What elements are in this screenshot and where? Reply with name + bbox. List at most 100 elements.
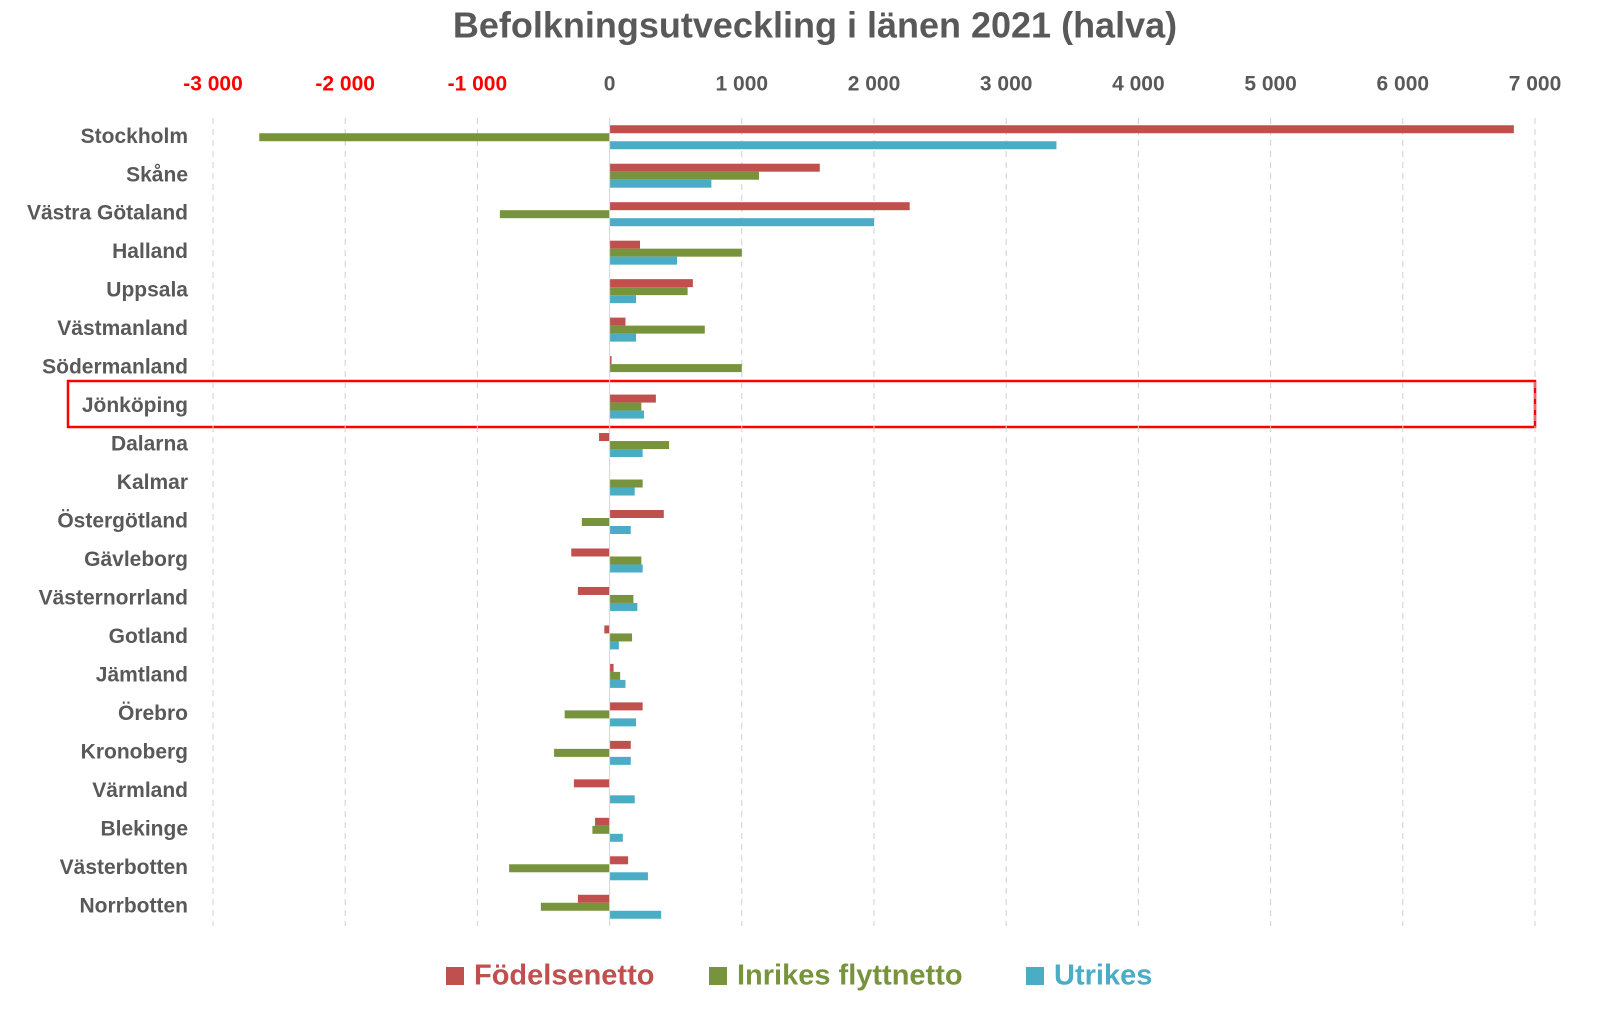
bar bbox=[609, 163, 820, 172]
bar bbox=[609, 218, 874, 227]
bar bbox=[571, 548, 610, 557]
bar bbox=[609, 910, 662, 919]
bar bbox=[609, 141, 1057, 150]
bar bbox=[609, 663, 614, 672]
bar bbox=[609, 295, 637, 304]
bar bbox=[609, 872, 648, 881]
bar bbox=[609, 256, 678, 265]
bar bbox=[609, 526, 631, 534]
bar bbox=[609, 287, 688, 296]
y-tick-label: Kalmar bbox=[117, 471, 188, 494]
bar bbox=[609, 356, 612, 365]
y-tick-label: Kronoberg bbox=[81, 740, 188, 763]
x-tick-label: 1 000 bbox=[716, 73, 769, 96]
bar bbox=[609, 594, 634, 603]
legend-swatch bbox=[709, 967, 727, 985]
y-tick-label: Jönköping bbox=[82, 394, 188, 417]
bar bbox=[609, 510, 664, 518]
bar bbox=[604, 625, 610, 634]
bar bbox=[609, 449, 643, 458]
bar bbox=[499, 210, 610, 219]
y-tick-label: Östergötland bbox=[57, 510, 188, 533]
bar bbox=[599, 433, 610, 442]
y-tick-label: Halland bbox=[112, 240, 188, 263]
bar bbox=[609, 556, 642, 565]
bar bbox=[609, 410, 644, 419]
bar bbox=[609, 202, 910, 211]
legend-swatch bbox=[1026, 967, 1044, 985]
legend-label: Inrikes flyttnetto bbox=[737, 960, 963, 992]
legend-label: Utrikes bbox=[1054, 960, 1152, 992]
bar bbox=[592, 825, 610, 834]
x-tick-label: 6 000 bbox=[1377, 73, 1430, 96]
y-tick-label: Västernorrland bbox=[39, 586, 188, 609]
y-tick-label: Norrbotten bbox=[80, 894, 189, 917]
y-tick-label: Uppsala bbox=[106, 279, 188, 302]
bar bbox=[573, 779, 610, 788]
bar bbox=[609, 479, 643, 488]
x-tick-label: 0 bbox=[604, 73, 616, 96]
y-tick-label: Värmland bbox=[92, 779, 188, 802]
bar bbox=[609, 679, 626, 688]
bar bbox=[609, 633, 633, 642]
bar bbox=[609, 856, 629, 865]
y-tick-label: Gävleborg bbox=[84, 548, 188, 571]
highlight-box bbox=[66, 379, 1537, 429]
bar bbox=[609, 240, 641, 249]
bar bbox=[609, 402, 642, 411]
bar bbox=[609, 394, 656, 403]
legend-label: Födelsenetto bbox=[474, 960, 654, 992]
x-tick-label: 2 000 bbox=[848, 73, 901, 96]
y-tick-label: Jämtland bbox=[96, 663, 188, 686]
chart-title: Befolkningsutveckling i länen 2021 (halv… bbox=[453, 5, 1177, 46]
bar bbox=[540, 902, 610, 911]
x-tick-label: 7 000 bbox=[1509, 73, 1562, 96]
y-tick-label: Södermanland bbox=[42, 356, 188, 379]
bar bbox=[609, 248, 742, 257]
bar bbox=[609, 641, 619, 650]
x-tick-label: -1 000 bbox=[448, 73, 508, 96]
y-tick-label: Västerbotten bbox=[60, 856, 188, 879]
bar bbox=[577, 894, 610, 903]
y-tick-label: Örebro bbox=[118, 702, 188, 725]
bar bbox=[609, 125, 1514, 134]
x-tick-label: 3 000 bbox=[980, 73, 1033, 96]
bar bbox=[609, 756, 631, 765]
bar bbox=[609, 671, 621, 680]
y-tick-label: Dalarna bbox=[111, 433, 188, 456]
bar bbox=[595, 817, 610, 826]
bar bbox=[609, 795, 635, 804]
bar bbox=[609, 171, 759, 180]
bar bbox=[609, 564, 643, 573]
bar bbox=[509, 864, 610, 873]
x-tick-label: 5 000 bbox=[1244, 73, 1297, 96]
bar bbox=[577, 586, 610, 595]
bar bbox=[609, 179, 712, 188]
bar bbox=[259, 133, 610, 142]
y-tick-label: Västmanland bbox=[57, 317, 188, 340]
bar bbox=[564, 710, 610, 719]
x-tick-label: 4 000 bbox=[1112, 73, 1165, 96]
bar bbox=[609, 364, 742, 373]
y-tick-label: Stockholm bbox=[81, 125, 188, 148]
x-tick-label: -3 000 bbox=[183, 73, 243, 96]
bar bbox=[609, 317, 626, 326]
bar bbox=[609, 833, 623, 842]
bar bbox=[609, 325, 705, 334]
y-tick-label: Västra Götaland bbox=[27, 202, 188, 225]
bar bbox=[609, 333, 637, 342]
bar bbox=[609, 279, 693, 288]
bar bbox=[554, 748, 610, 757]
bar bbox=[609, 602, 638, 611]
y-tick-label: Skåne bbox=[126, 163, 188, 186]
y-tick-label: Blekinge bbox=[100, 817, 188, 840]
y-tick-label: Gotland bbox=[109, 625, 188, 648]
legend-swatch bbox=[446, 967, 464, 985]
bar bbox=[609, 740, 631, 749]
bar bbox=[609, 441, 670, 450]
bar bbox=[581, 518, 610, 526]
bar bbox=[609, 487, 635, 496]
x-tick-label: -2 000 bbox=[315, 73, 375, 96]
bar bbox=[609, 702, 643, 711]
